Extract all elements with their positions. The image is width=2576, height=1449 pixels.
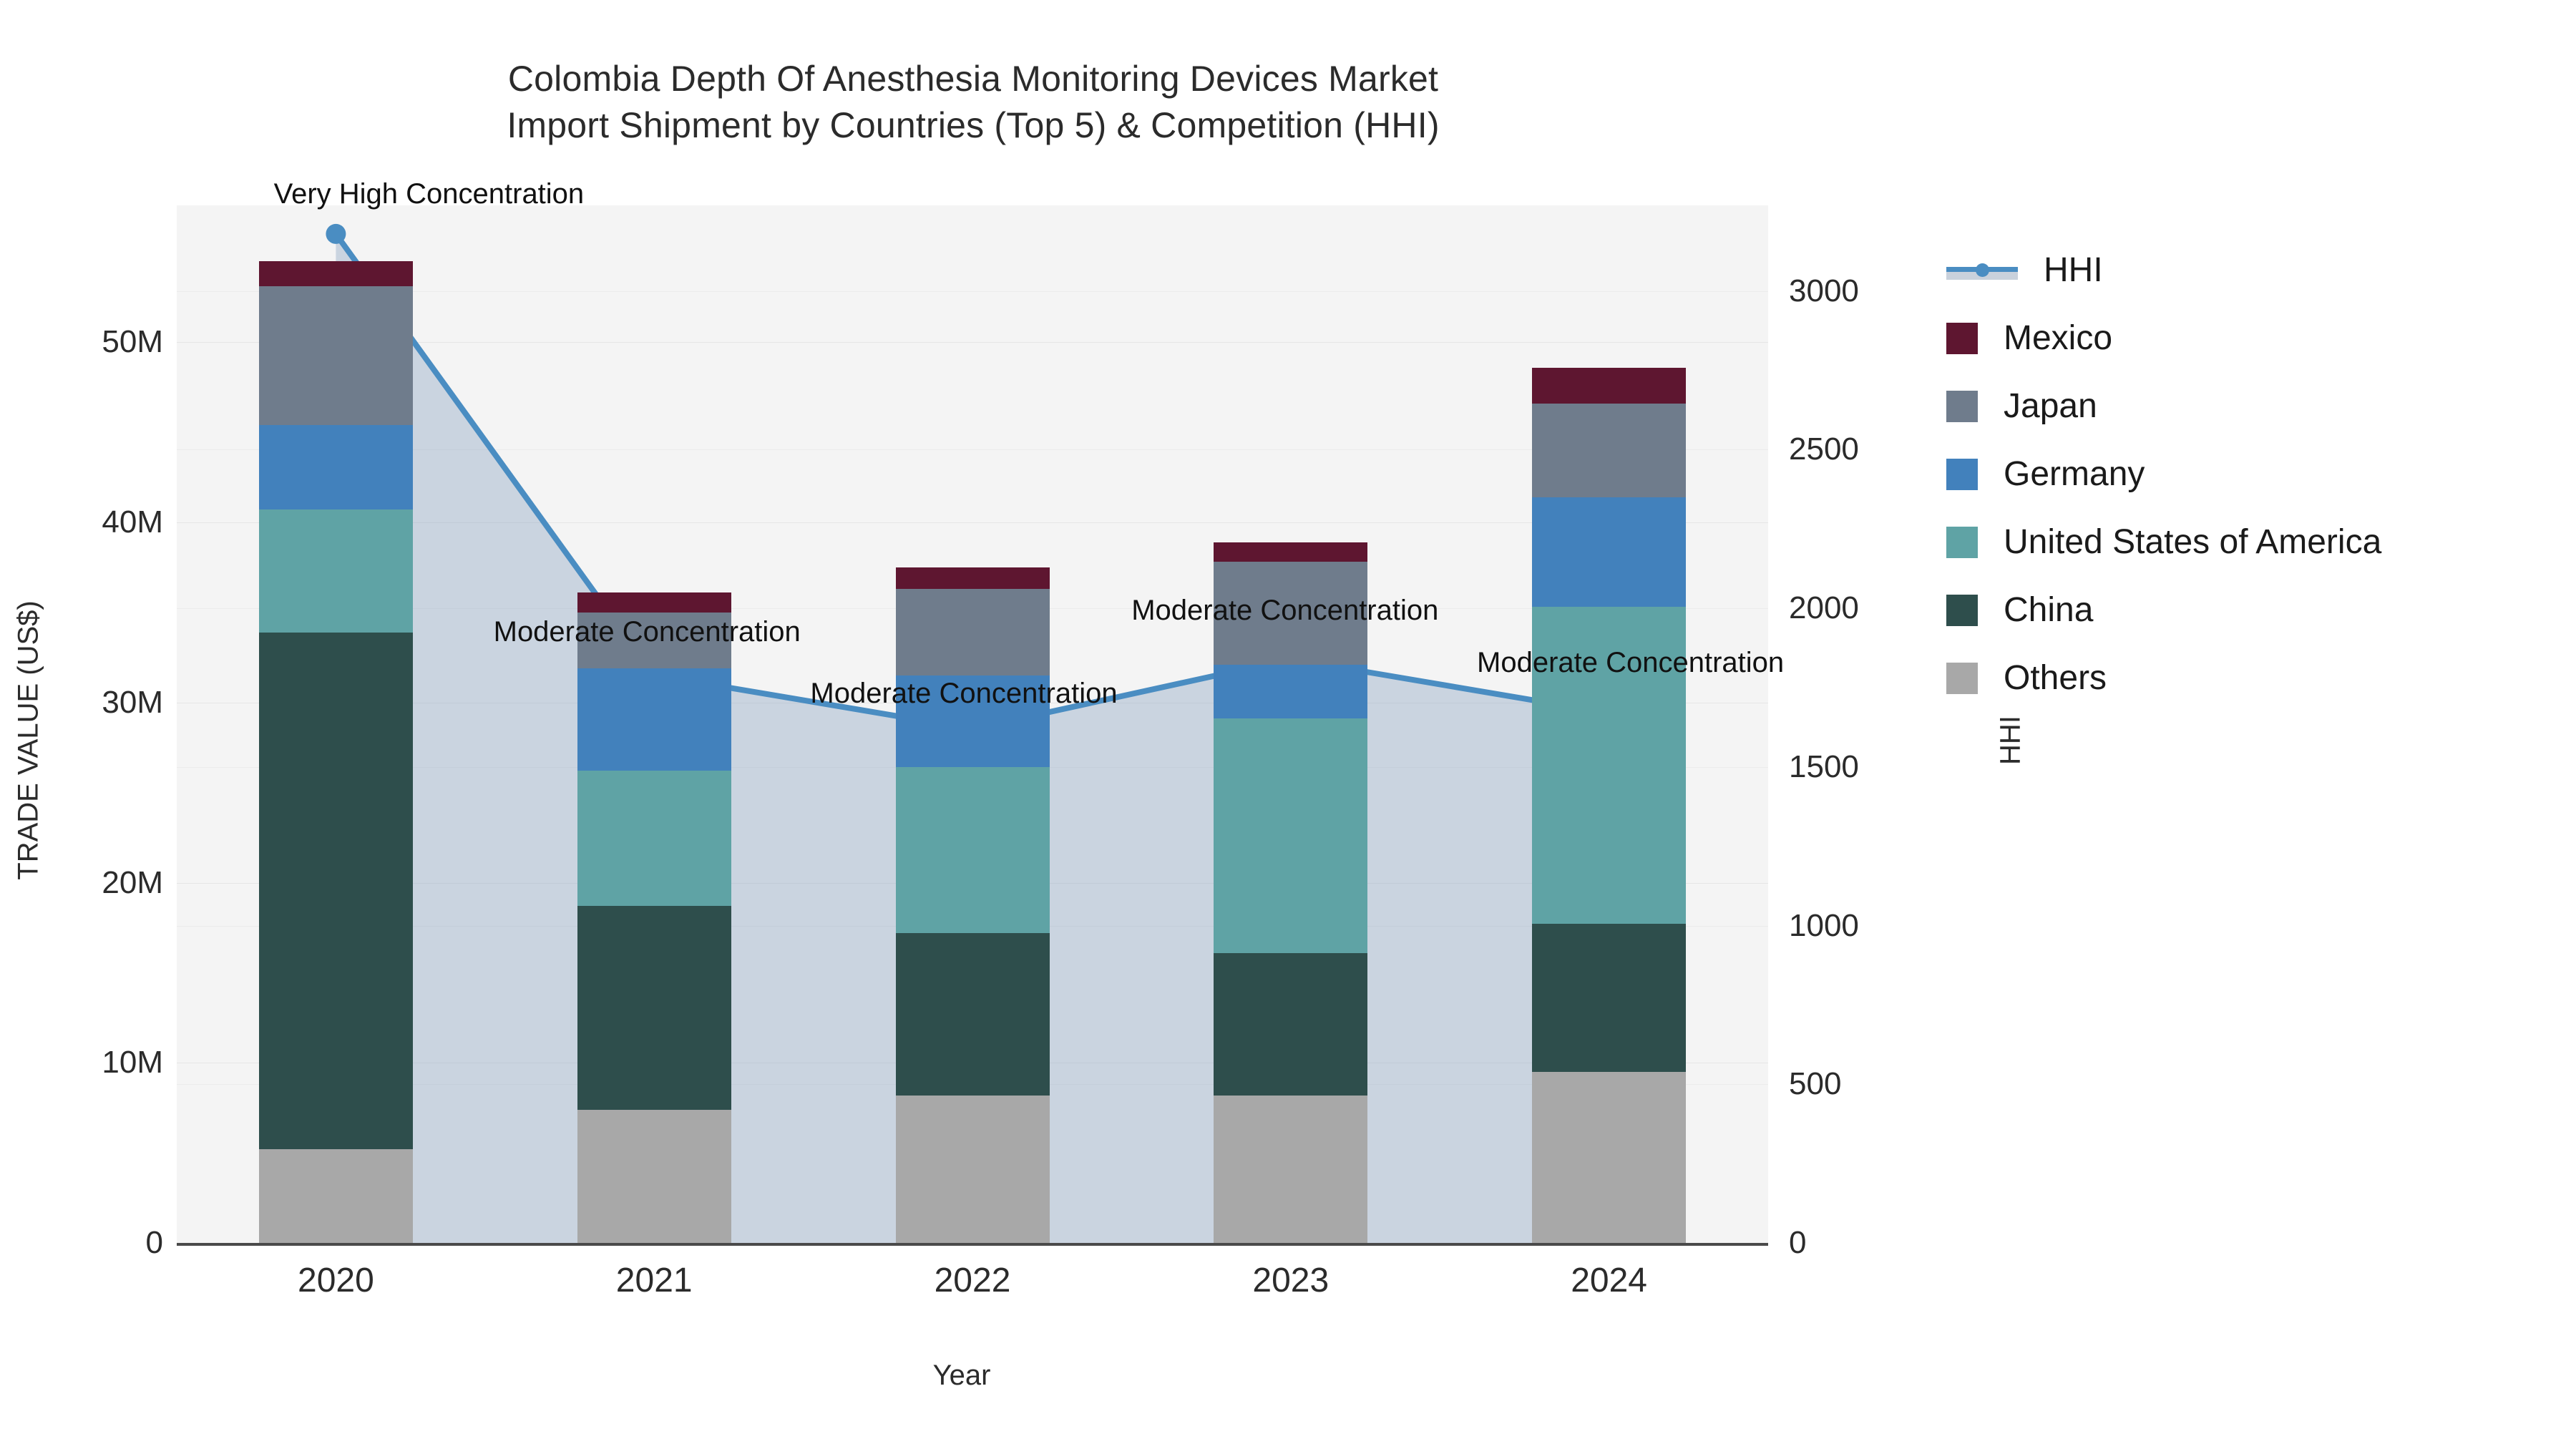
legend-label: HHI xyxy=(2044,251,2103,289)
y-left-tick-0: 0 xyxy=(145,1225,163,1260)
y-right-tick-2500: 2500 xyxy=(1789,431,1859,467)
bar-segment-mexico[interactable] xyxy=(1214,542,1368,562)
y-left-tick-50M: 50M xyxy=(102,324,163,360)
legend-label: Japan xyxy=(2004,387,2097,425)
y-right-tick-0: 0 xyxy=(1789,1225,1807,1260)
x-tick-2024: 2024 xyxy=(1571,1262,1647,1299)
annotation-2020: Very High Concentration xyxy=(273,177,585,210)
bar-segment-germany[interactable] xyxy=(577,668,731,771)
y-right-tick-1000: 1000 xyxy=(1789,907,1859,943)
legend-swatch-icon xyxy=(1946,526,1978,558)
y-right-tick-500: 500 xyxy=(1789,1066,1842,1102)
chart-title-line-2: Import Shipment by Countries (Top 5) & C… xyxy=(507,105,1440,145)
legend: HHI Mexico Japan Germany United States of Am… xyxy=(1946,236,2562,712)
bar-segment-japan[interactable] xyxy=(258,286,413,426)
x-tick-2021: 2021 xyxy=(615,1262,693,1299)
bar-group-2022[interactable] xyxy=(895,205,1050,1243)
gridline-left-5 xyxy=(177,342,1768,343)
annotation-2021: Moderate Concentration xyxy=(493,616,801,648)
legend-line-marker-icon xyxy=(1946,255,2018,286)
bar-segment-germany[interactable] xyxy=(1214,664,1368,719)
legend-swatch-icon xyxy=(1946,662,1978,694)
bar-segment-united-states-of-america[interactable] xyxy=(258,509,413,633)
bar-segment-china[interactable] xyxy=(895,933,1050,1096)
bar-segment-germany[interactable] xyxy=(1532,497,1687,608)
legend-item-germany[interactable]: Germany xyxy=(1946,440,2562,508)
bar-segment-japan[interactable] xyxy=(1214,562,1368,665)
x-tick-2020: 2020 xyxy=(298,1262,374,1299)
bar-segment-mexico[interactable] xyxy=(577,592,731,613)
legend-swatch-icon xyxy=(1946,594,1978,626)
legend-label: Others xyxy=(2004,659,2107,697)
bar-group-2024[interactable] xyxy=(1532,205,1687,1243)
bar-segment-china[interactable] xyxy=(577,906,731,1110)
gridline-right-5 xyxy=(177,291,1768,292)
annotation-2022: Moderate Concentration xyxy=(810,677,1118,709)
legend-label: Mexico xyxy=(2004,319,2113,357)
bar-segment-germany[interactable] xyxy=(258,425,413,510)
legend-label: United States of America xyxy=(2004,523,2382,561)
bar-segment-mexico[interactable] xyxy=(1532,367,1687,404)
y-right-tick-3000: 3000 xyxy=(1789,273,1859,308)
bar-segment-japan[interactable] xyxy=(1532,403,1687,497)
x-axis-title: Year xyxy=(932,1360,991,1391)
bar-segment-china[interactable] xyxy=(258,632,413,1150)
legend-item-china[interactable]: China xyxy=(1946,576,2562,644)
legend-item-mexico[interactable]: Mexico xyxy=(1946,304,2562,372)
bar-segment-united-states-of-america[interactable] xyxy=(895,767,1050,933)
bar-segment-mexico[interactable] xyxy=(895,567,1050,590)
y-right-tick-1500: 1500 xyxy=(1789,748,1859,784)
hhi-marker-2020 xyxy=(326,223,346,244)
chart-title-line-1: Colombia Depth Of Anesthesia Monitoring … xyxy=(507,59,1439,99)
x-axis-line xyxy=(177,1243,1768,1246)
chart-title: Colombia Depth Of Anesthesia Monitoring … xyxy=(0,56,1946,149)
legend-swatch-icon xyxy=(1946,390,1978,422)
bar-segment-china[interactable] xyxy=(1214,952,1368,1096)
gridline-left-4 xyxy=(177,522,1768,524)
x-tick-2023: 2023 xyxy=(1252,1262,1330,1299)
bar-segment-japan[interactable] xyxy=(895,589,1050,676)
legend-item-hhi[interactable]: HHI xyxy=(1946,236,2562,304)
legend-item-japan[interactable]: Japan xyxy=(1946,372,2562,440)
bar-segment-united-states-of-america[interactable] xyxy=(1214,718,1368,953)
bar-segment-china[interactable] xyxy=(1532,924,1687,1072)
legend-item-united-states-of-america[interactable]: United States of America xyxy=(1946,508,2562,576)
bar-segment-others[interactable] xyxy=(258,1149,413,1243)
annotation-2023: Moderate Concentration xyxy=(1131,595,1439,627)
legend-label: China xyxy=(2004,591,2094,629)
bar-segment-germany[interactable] xyxy=(895,675,1050,768)
gridline-right-4 xyxy=(177,449,1768,451)
legend-swatch-icon xyxy=(1946,322,1978,354)
bar-segment-others[interactable] xyxy=(577,1109,731,1243)
bar-segment-others[interactable] xyxy=(1532,1071,1687,1243)
y-left-tick-10M: 10M xyxy=(102,1045,163,1080)
y-left-tick-30M: 30M xyxy=(102,684,163,720)
bar-segment-others[interactable] xyxy=(1214,1095,1368,1243)
y-left-tick-40M: 40M xyxy=(102,504,163,540)
bar-group-2023[interactable] xyxy=(1214,205,1368,1243)
bar-segment-united-states-of-america[interactable] xyxy=(1532,607,1687,924)
bar-segment-japan[interactable] xyxy=(577,612,731,668)
bar-segment-united-states-of-america[interactable] xyxy=(577,771,731,907)
annotation-2024: Moderate Concentration xyxy=(1477,647,1785,679)
y-axis-left-title: TRADE VALUE (US$) xyxy=(12,600,44,880)
bar-segment-others[interactable] xyxy=(895,1095,1050,1243)
legend-label: Germany xyxy=(2004,455,2145,493)
legend-swatch-icon xyxy=(1946,458,1978,490)
bar-group-2020[interactable] xyxy=(258,205,413,1243)
y-right-tick-2000: 2000 xyxy=(1789,590,1859,626)
bar-segment-mexico[interactable] xyxy=(258,261,413,287)
legend-item-others[interactable]: Others xyxy=(1946,644,2562,712)
bar-group-2021[interactable] xyxy=(577,205,731,1243)
y-left-tick-20M: 20M xyxy=(102,864,163,900)
x-tick-2022: 2022 xyxy=(934,1262,1011,1299)
